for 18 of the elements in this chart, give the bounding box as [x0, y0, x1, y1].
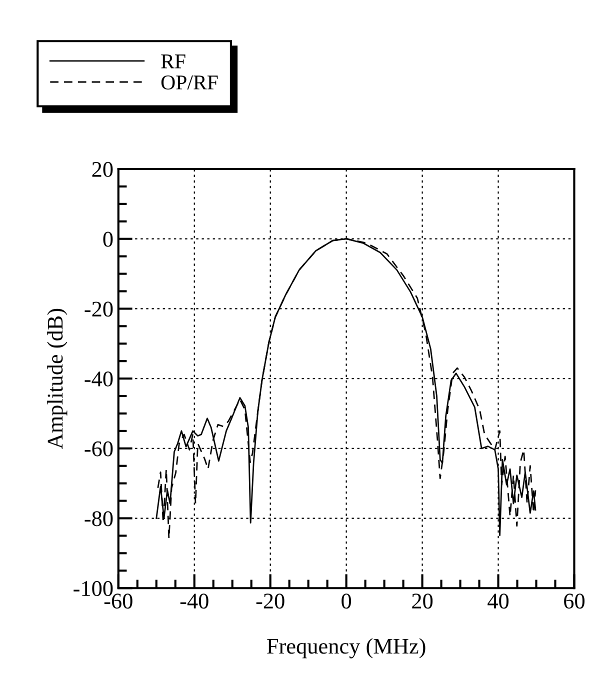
- y-tick-label: -60: [84, 441, 113, 456]
- x-tick-label: 20: [412, 594, 433, 609]
- x-tick-label: -60: [104, 594, 132, 609]
- y-tick-label: 20: [92, 162, 113, 177]
- y-tick-label: -40: [84, 371, 113, 386]
- y-tick-label: -100: [74, 581, 113, 596]
- y-tick-label: 0: [103, 232, 113, 247]
- x-tick-label: 0: [342, 594, 352, 609]
- y-axis-title: Amplitude (dB): [47, 308, 68, 450]
- y-tick-label: -20: [84, 302, 113, 317]
- legend-label: OP/RF: [161, 76, 218, 90]
- y-tick-label: -80: [84, 511, 113, 526]
- x-tick-label: -20: [256, 594, 284, 609]
- x-tick-label: 60: [564, 594, 585, 609]
- x-tick-label: 40: [488, 594, 509, 609]
- x-tick-label: -40: [180, 594, 208, 609]
- legend-label: RF: [161, 54, 186, 68]
- x-axis-title: Frequency (MHz): [267, 638, 426, 658]
